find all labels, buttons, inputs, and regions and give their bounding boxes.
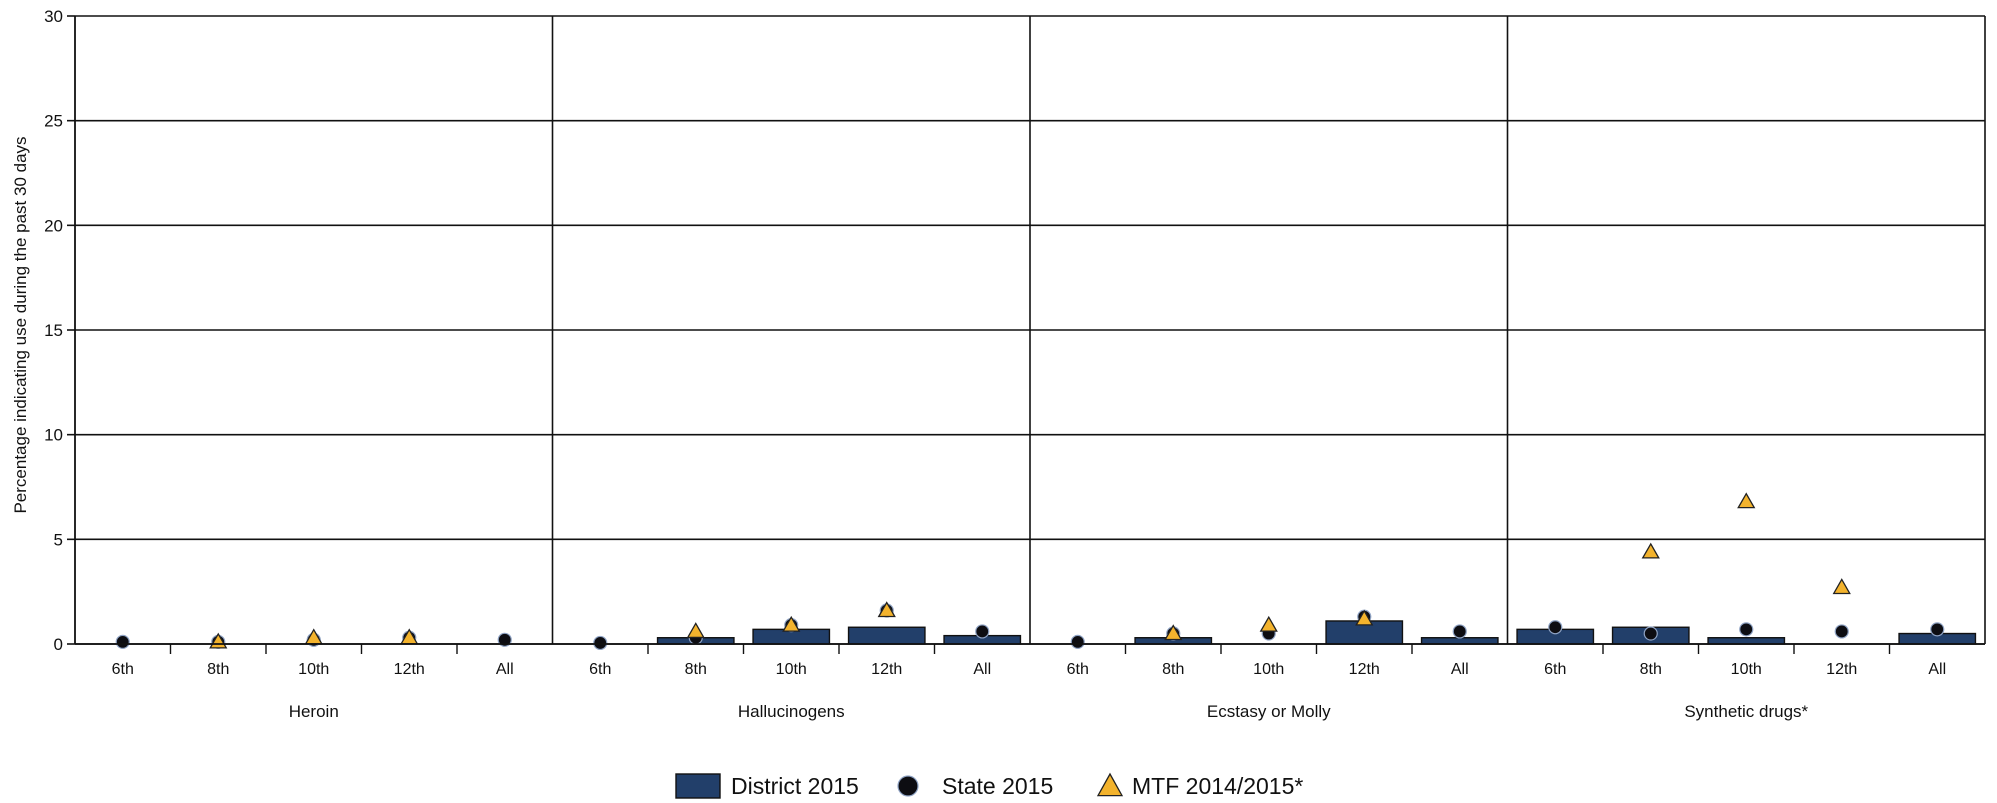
bar-district xyxy=(1420,637,1499,645)
x-tick-label: 6th xyxy=(589,661,611,678)
legend: District 2015 State 2015 MTF 2014/2015* xyxy=(675,772,1303,799)
point-state xyxy=(115,634,130,650)
x-tick-label: All xyxy=(496,661,514,678)
x-tick-label: All xyxy=(973,661,991,678)
y-tick-label: 5 xyxy=(54,530,63,549)
legend-label: State 2015 xyxy=(942,773,1053,799)
x-tick-label: 12th xyxy=(394,661,425,678)
legend-swatch-state xyxy=(897,775,919,797)
x-tick-label: 10th xyxy=(776,661,807,678)
point-mtf xyxy=(1641,542,1660,559)
group-label: Hallucinogens xyxy=(738,702,845,721)
point-mtf xyxy=(1259,615,1278,632)
point-state xyxy=(1070,634,1085,650)
x-tick-label: 8th xyxy=(1640,661,1662,678)
x-tick-label: 12th xyxy=(1826,661,1857,678)
bar-district xyxy=(1707,637,1786,645)
y-tick-label: 25 xyxy=(44,112,63,131)
y-tick-label: 10 xyxy=(44,426,63,445)
x-tick-label: 8th xyxy=(207,661,229,678)
legend-label: District 2015 xyxy=(731,773,859,799)
legend-swatch-mtf xyxy=(1096,772,1124,797)
x-tick-label: 10th xyxy=(1253,661,1284,678)
point-state xyxy=(1452,624,1467,639)
x-tick-label: 10th xyxy=(1731,661,1762,678)
point-state xyxy=(593,635,608,651)
y-tick-label: 30 xyxy=(44,7,63,26)
point-mtf xyxy=(686,622,705,639)
point-state xyxy=(975,624,990,639)
point-mtf xyxy=(1355,609,1374,626)
point-mtf xyxy=(877,601,896,618)
x-tick-label: 6th xyxy=(1067,661,1089,678)
x-tick-label: 6th xyxy=(1544,661,1566,678)
x-tick-label: All xyxy=(1928,661,1946,678)
point-mtf xyxy=(1164,624,1183,641)
point-state xyxy=(1548,620,1563,635)
bar-district xyxy=(847,626,926,645)
x-tick-label: 12th xyxy=(871,661,902,678)
legend-swatch-district xyxy=(675,773,721,799)
point-state xyxy=(1739,622,1754,637)
x-tick-label: 12th xyxy=(1349,661,1380,678)
point-mtf xyxy=(1832,578,1851,595)
x-tick-label: 8th xyxy=(685,661,707,678)
axes: 0 5 10 15 20 25 30 6th 8th 10th 12th All 6th 8th 10th 1… xyxy=(44,7,1986,678)
point-mtf xyxy=(782,615,801,632)
data-marks xyxy=(115,492,1977,651)
x-tick-label: 8th xyxy=(1162,661,1184,678)
point-state xyxy=(497,632,512,647)
y-tick-label: 0 xyxy=(54,635,63,654)
group-label: Synthetic drugs* xyxy=(1684,702,1808,721)
point-mtf xyxy=(1737,492,1756,509)
y-axis-title: Percentage indicating use during the pas… xyxy=(11,136,30,513)
point-state xyxy=(1930,622,1945,637)
group-label: Heroin xyxy=(289,702,339,721)
x-tick-label: All xyxy=(1451,661,1469,678)
y-tick-label: 15 xyxy=(44,321,63,340)
y-tick-label: 20 xyxy=(44,216,63,235)
chart-groups: Heroin Hallucinogens Ecstasy or Molly Synth… xyxy=(289,16,1809,721)
legend-label: MTF 2014/2015* xyxy=(1132,773,1303,799)
x-tick-label: 6th xyxy=(112,661,134,678)
group-label: Ecstasy or Molly xyxy=(1207,702,1331,721)
x-tick-label: 10th xyxy=(298,661,329,678)
point-state xyxy=(1643,626,1658,641)
point-state xyxy=(1834,624,1849,639)
